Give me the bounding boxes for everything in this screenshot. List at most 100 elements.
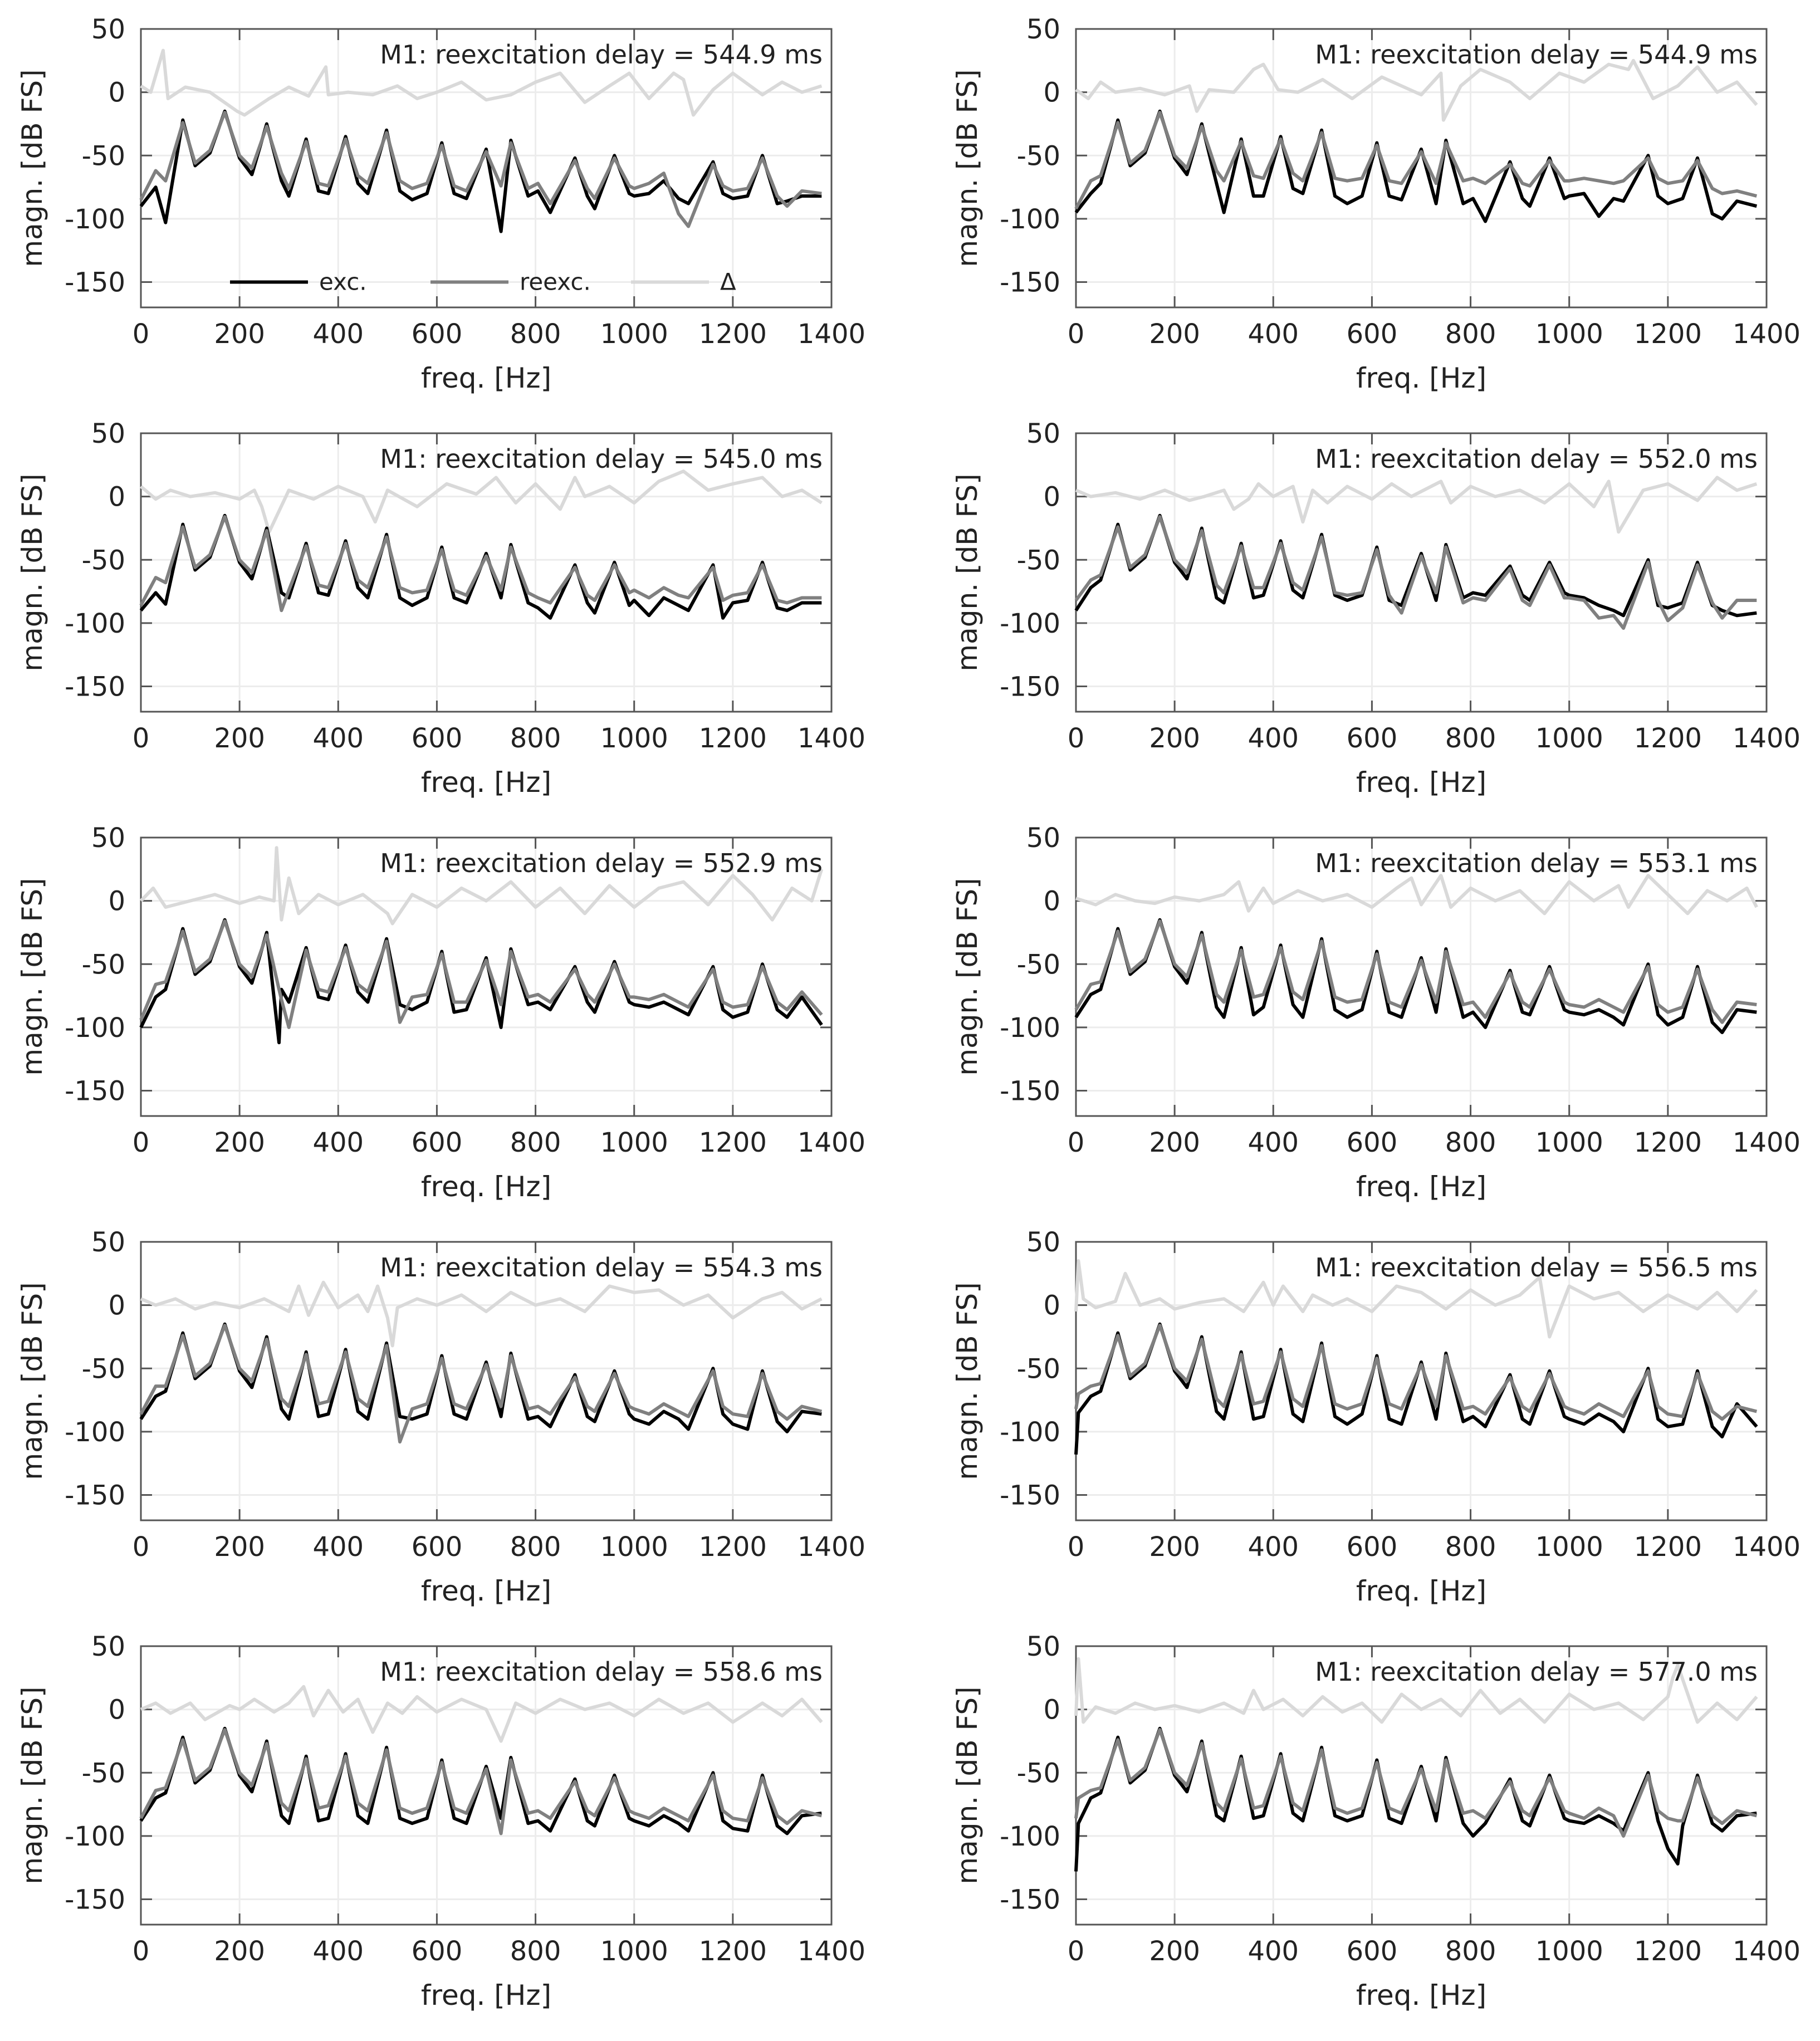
y-axis-label: magn. [dB FS] bbox=[16, 1686, 48, 1884]
panel-title: M1: reexcitation delay = 558.6 ms bbox=[380, 1657, 823, 1687]
x-tick-label: 600 bbox=[412, 1531, 463, 1563]
x-tick-label: 800 bbox=[510, 723, 561, 754]
delta-line bbox=[140, 1685, 823, 1743]
x-tick-label: 1000 bbox=[1535, 723, 1603, 754]
x-tick-label: 800 bbox=[1445, 1531, 1496, 1563]
y-tick-label: -100 bbox=[65, 204, 125, 235]
y-tick-label: 0 bbox=[108, 482, 125, 513]
x-tick-label: 200 bbox=[1149, 1531, 1200, 1563]
chart-panel-6: 0 200 400 600 800 1000 1200 1400 50 0 -50 -100 -150 f… bbox=[951, 823, 1801, 1203]
y-tick-label: 0 bbox=[108, 1695, 125, 1726]
y-tick-label: -100 bbox=[1000, 204, 1060, 235]
chart-panel-7: 0 200 400 600 800 1000 1200 1400 50 0 -50 -100 -150 f… bbox=[16, 1227, 865, 1607]
x-tick-label: 1000 bbox=[600, 1127, 668, 1158]
panel-title: M1: reexcitation delay = 577.0 ms bbox=[1315, 1657, 1758, 1687]
y-tick-label: -150 bbox=[65, 267, 125, 298]
delta-line bbox=[1075, 476, 1758, 534]
legend-label-exc: exc. bbox=[319, 268, 367, 296]
y-tick-label: -100 bbox=[1000, 1012, 1060, 1044]
plot-frame bbox=[140, 28, 833, 309]
y-tick-label: 0 bbox=[108, 77, 125, 109]
y-tick-label: -50 bbox=[1017, 545, 1060, 576]
x-tick-label: 1400 bbox=[798, 1127, 865, 1158]
y-tick-label: -100 bbox=[65, 1012, 125, 1044]
delta-line bbox=[1075, 58, 1758, 122]
x-tick-label: 200 bbox=[1149, 1127, 1200, 1158]
panel-title: M1: reexcitation delay = 554.3 ms bbox=[380, 1252, 823, 1283]
x-tick-label: 0 bbox=[1068, 1531, 1085, 1563]
x-axis-label: freq. [Hz] bbox=[1356, 1171, 1486, 1203]
plot-frame bbox=[1075, 1645, 1768, 1926]
x-tick-label: 600 bbox=[412, 319, 463, 350]
x-tick-label: 1200 bbox=[1634, 1531, 1702, 1563]
reexc-line bbox=[1074, 919, 1757, 1024]
reexc-line bbox=[139, 111, 822, 228]
x-tick-label: 600 bbox=[1347, 1127, 1398, 1158]
x-tick-label: 400 bbox=[312, 723, 364, 754]
y-tick-label: 50 bbox=[1026, 14, 1060, 45]
x-tick-label: 600 bbox=[412, 723, 463, 754]
x-tick-label: 800 bbox=[510, 1936, 561, 1967]
y-axis-label: magn. [dB FS] bbox=[951, 878, 984, 1075]
x-tick-label: 0 bbox=[133, 1127, 150, 1158]
chart-panel-5: 0 200 400 600 800 1000 1200 1400 50 0 -50 -100 -150 f… bbox=[16, 823, 865, 1203]
delta-line bbox=[140, 1280, 823, 1348]
x-tick-label: 0 bbox=[133, 723, 150, 754]
x-tick-label: 600 bbox=[1347, 723, 1398, 754]
reexc-line bbox=[1074, 111, 1758, 210]
x-tick-label: 200 bbox=[214, 1531, 265, 1563]
legend-label-reexc: reexc. bbox=[520, 268, 591, 296]
chart-panel-3: 0 200 400 600 800 1000 1200 1400 50 0 -50 -100 -150 f… bbox=[16, 418, 865, 799]
x-tick-label: 1400 bbox=[798, 319, 865, 350]
x-tick-label: 0 bbox=[1068, 1127, 1085, 1158]
x-tick-label: 1400 bbox=[1733, 1531, 1801, 1563]
reexc-line bbox=[1074, 515, 1757, 630]
x-tick-label: 400 bbox=[1247, 319, 1299, 350]
panel-title: M1: reexcitation delay = 552.0 ms bbox=[1315, 444, 1758, 474]
legend-label-delta: Δ bbox=[720, 268, 736, 296]
y-tick-label: -150 bbox=[65, 1885, 125, 1916]
plot-frame bbox=[1075, 432, 1768, 713]
y-tick-label: 50 bbox=[1026, 823, 1060, 854]
chart-panel-10: 0 200 400 600 800 1000 1200 1400 50 0 -50 -100 -150 f… bbox=[951, 1631, 1801, 2011]
panel-title: M1: reexcitation delay = 544.9 ms bbox=[380, 40, 823, 70]
y-tick-label: 50 bbox=[1026, 418, 1060, 449]
y-tick-label: -50 bbox=[82, 1353, 125, 1384]
y-tick-label: -150 bbox=[1000, 1076, 1060, 1107]
x-tick-label: 1200 bbox=[1634, 319, 1702, 350]
y-tick-label: -100 bbox=[65, 1417, 125, 1448]
x-axis-label: freq. [Hz] bbox=[421, 1979, 551, 2011]
y-tick-label: -100 bbox=[65, 1821, 125, 1852]
reexc-line bbox=[1074, 1324, 1758, 1421]
plot-frame bbox=[1075, 28, 1768, 309]
exc-line bbox=[1074, 109, 1758, 223]
plot-frame bbox=[1075, 836, 1768, 1117]
reexc-line bbox=[1074, 1728, 1758, 1838]
x-tick-label: 1000 bbox=[600, 319, 668, 350]
plot-frame bbox=[140, 836, 833, 1117]
y-tick-label: -50 bbox=[1017, 1758, 1060, 1789]
x-tick-label: 1200 bbox=[699, 319, 767, 350]
x-tick-label: 1400 bbox=[798, 723, 865, 754]
y-tick-label: 0 bbox=[1043, 77, 1060, 109]
y-axis-label: magn. [dB FS] bbox=[951, 69, 984, 267]
x-tick-label: 400 bbox=[312, 319, 364, 350]
y-tick-label: -150 bbox=[1000, 1480, 1060, 1511]
x-tick-label: 200 bbox=[1149, 1936, 1200, 1967]
chart-panel-4: 0 200 400 600 800 1000 1200 1400 50 0 -50 -100 -150 f… bbox=[951, 418, 1801, 799]
x-tick-label: 0 bbox=[1068, 1936, 1085, 1967]
y-tick-label: -100 bbox=[1000, 1821, 1060, 1852]
y-tick-label: 50 bbox=[91, 14, 125, 45]
x-tick-label: 800 bbox=[510, 1127, 561, 1158]
y-axis-label: magn. [dB FS] bbox=[16, 878, 48, 1075]
y-tick-label: 0 bbox=[1043, 482, 1060, 513]
y-tick-label: 50 bbox=[1026, 1227, 1060, 1258]
x-tick-label: 800 bbox=[1445, 319, 1496, 350]
x-tick-label: 1000 bbox=[600, 1531, 668, 1563]
y-tick-label: -100 bbox=[1000, 608, 1060, 639]
x-tick-label: 1000 bbox=[1535, 1531, 1603, 1563]
reexc-line bbox=[139, 1324, 823, 1444]
chart-panel-2: 0 200 400 600 800 1000 1200 1400 50 0 -50 -100 -150 f… bbox=[951, 14, 1801, 394]
x-tick-label: 400 bbox=[1247, 723, 1299, 754]
